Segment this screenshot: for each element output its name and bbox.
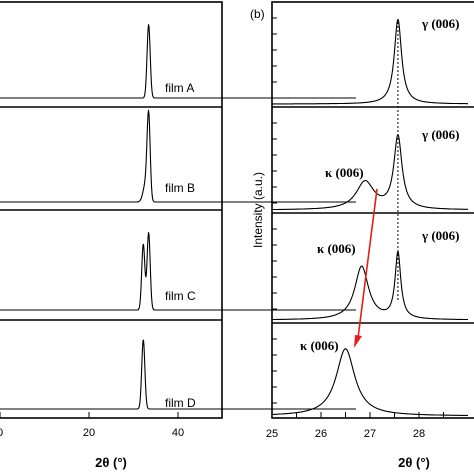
panel-a: film A film B film C film D 0 20 40 2θ (…	[0, 1, 357, 470]
panel-a-xtick-label-40: 40	[172, 427, 184, 439]
panel-a-xtick-label-0: 0	[0, 427, 3, 439]
panel-a-series-1-line	[0, 24, 357, 99]
panel-a-series-3-line	[0, 232, 357, 311]
annotation-gamma-1: γ (006)	[421, 16, 460, 31]
panel-b-xtick-label-26: 26	[315, 428, 327, 440]
panel-b-series-3-line	[271, 250, 469, 321]
panel-a-xtick-label-20: 20	[83, 427, 95, 439]
annotation-gamma-3: γ (006)	[421, 228, 460, 243]
panel-b-y-axis-label: Intensity (a.u.)	[251, 172, 265, 248]
panel-b-xtick-label-27: 27	[364, 428, 376, 440]
annotation-kappa-1: κ (006)	[325, 165, 364, 180]
panel-b-xtick-label-28: 28	[413, 428, 425, 440]
panel-b: (b) γ (006) γ (006) κ (006) κ (006) γ (0…	[250, 1, 474, 470]
panel-a-legend-film-d: film D	[165, 396, 196, 410]
annotation-kappa-2: κ (006)	[317, 241, 356, 256]
shift-arrow-line	[357, 188, 378, 339]
panel-a-legend-film-b: film B	[165, 181, 195, 195]
panel-b-series-4-line	[271, 348, 469, 416]
annotation-gamma-2: γ (006)	[421, 127, 460, 142]
shift-arrow-head	[354, 335, 362, 348]
panel-b-frame	[271, 1, 474, 419]
panel-b-series-2-line	[271, 134, 469, 211]
panel-a-x-axis-label: 2θ (°)	[95, 455, 127, 470]
panel-b-letter: (b)	[250, 7, 265, 21]
panel-b-x-axis-label: 2θ (°)	[398, 455, 430, 470]
panel-b-series-1-line	[271, 18, 469, 105]
panel-a-series-4-line	[0, 339, 357, 410]
panel-a-legend-film-a: film A	[165, 81, 194, 95]
panel-a-legend-film-c: film C	[165, 289, 196, 303]
panel-a-series-2-line	[0, 109, 357, 203]
annotation-kappa-3: κ (006)	[300, 338, 339, 353]
panel-b-xtick-label-25: 25	[266, 428, 278, 440]
